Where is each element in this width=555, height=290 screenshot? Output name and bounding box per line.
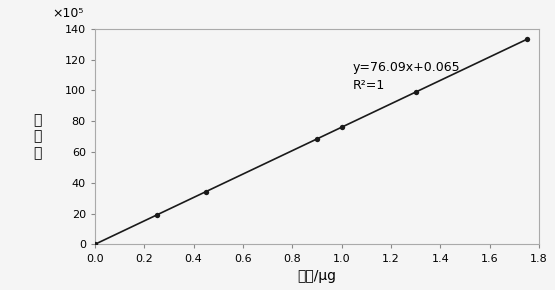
Point	[337, 125, 346, 130]
Point	[522, 37, 531, 42]
Point	[201, 189, 210, 194]
Text: ×10⁵: ×10⁵	[53, 7, 84, 20]
Text: 峰
面
积: 峰 面 积	[33, 113, 41, 160]
Text: y=76.09x+0.065
R²=1: y=76.09x+0.065 R²=1	[352, 61, 460, 92]
Point	[312, 137, 321, 141]
Point	[152, 213, 161, 217]
Point	[90, 242, 99, 247]
X-axis label: 质量/μg: 质量/μg	[297, 269, 336, 283]
Point	[411, 90, 420, 94]
